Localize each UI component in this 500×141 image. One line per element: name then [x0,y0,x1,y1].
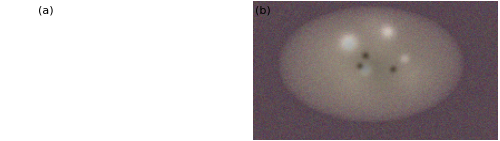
Text: (a): (a) [38,5,53,16]
Text: (b): (b) [255,5,270,16]
